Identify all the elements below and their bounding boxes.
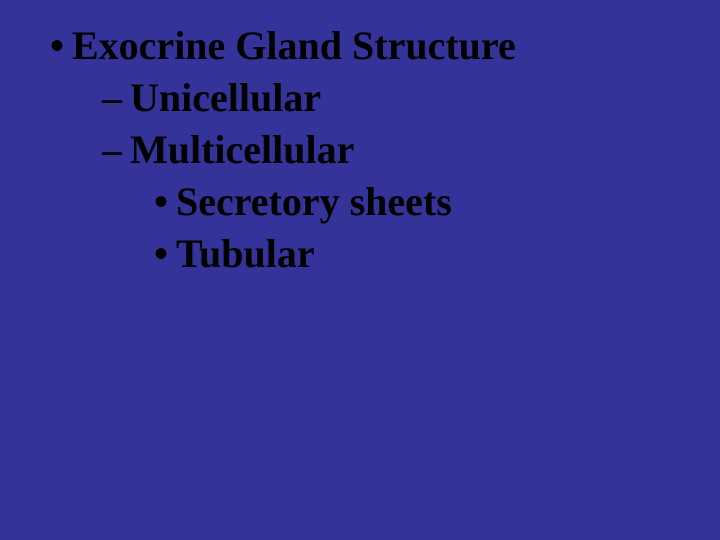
list-item: •Tubular: [154, 228, 690, 280]
list-item-text: Exocrine Gland Structure: [72, 23, 516, 68]
list-item-text: Unicellular: [130, 75, 321, 120]
list-item: •Secretory sheets: [154, 176, 690, 228]
list-item: •Exocrine Gland Structure: [50, 20, 690, 72]
list-item-text: Secretory sheets: [176, 179, 452, 224]
bullet-dot-icon: •: [154, 228, 176, 280]
bullet-dot-icon: •: [154, 176, 176, 228]
list-item: –Multicellular: [102, 124, 690, 176]
list-item-text: Tubular: [176, 231, 315, 276]
list-item-text: Multicellular: [130, 127, 354, 172]
slide-content: •Exocrine Gland Structure –Unicellular –…: [0, 0, 720, 280]
list-item: –Unicellular: [102, 72, 690, 124]
bullet-dash-icon: –: [102, 124, 130, 176]
bullet-dot-icon: •: [50, 20, 72, 72]
bullet-dash-icon: –: [102, 72, 130, 124]
